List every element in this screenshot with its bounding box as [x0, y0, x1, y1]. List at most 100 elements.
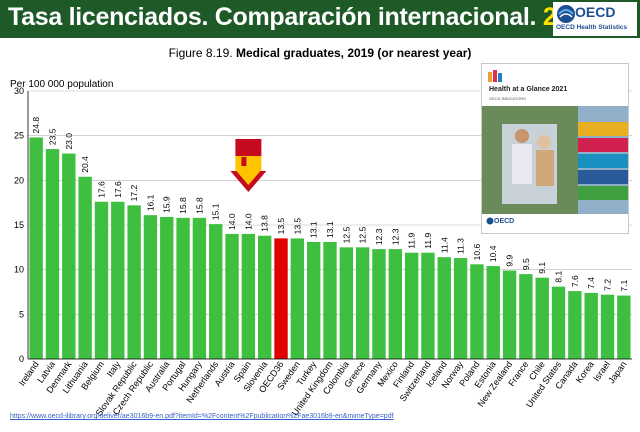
book-cover-title: Health at a Glance 2021 [489, 86, 568, 93]
bar-netherlands [209, 224, 223, 359]
value-label: 14.0 [227, 213, 237, 230]
page-title: Tasa licenciados. Comparación internacio… [8, 3, 598, 32]
value-label: 17.6 [96, 181, 106, 198]
value-label: 12.5 [341, 227, 351, 244]
value-label: 15.8 [178, 197, 188, 214]
bar-korea [584, 292, 598, 359]
value-label: 8.1 [554, 271, 564, 283]
bar-italy [111, 201, 125, 359]
value-label: 13.5 [276, 218, 286, 235]
value-label: 20.4 [80, 156, 90, 173]
value-label: 9.1 [537, 262, 547, 274]
bar-ireland [29, 137, 43, 359]
book-cover-art [482, 70, 628, 225]
y-tick-label: 0 [19, 354, 24, 364]
book-cover-subtitle: OECD INDICATORS [489, 96, 526, 101]
value-label: 17.6 [113, 181, 123, 198]
y-tick-label: 5 [19, 309, 24, 319]
bar-austria [225, 233, 239, 359]
bar-israel [600, 294, 615, 359]
figure-title-text: Medical graduates, 2019 (or nearest year… [235, 46, 472, 60]
figure-title: Figure 8.19. Medical graduates, 2019 (or… [0, 46, 640, 60]
value-label: 23.5 [47, 128, 57, 145]
oecd-logo-text: OECD [575, 4, 616, 20]
flag-stripe-top [235, 139, 262, 156]
y-tick-label: 10 [14, 265, 24, 275]
value-label: 11.9 [407, 233, 417, 249]
value-label: 15.9 [162, 196, 172, 213]
source-link[interactable]: https://www.oecd-ilibrary.org/deliver/ae… [10, 413, 394, 420]
value-label: 7.6 [570, 275, 580, 287]
flag-coat-of-arms [241, 157, 247, 166]
value-label: 12.3 [374, 228, 384, 245]
figure-number: Figure 8.19. [168, 46, 233, 60]
bar-new-zealand [502, 270, 517, 359]
y-tick-label: 15 [14, 220, 24, 230]
bar-chile [535, 277, 549, 359]
value-label: 16.1 [145, 194, 155, 211]
value-label: 13.5 [292, 218, 302, 235]
bar-germany [372, 249, 386, 359]
value-label: 7.4 [586, 277, 596, 289]
bar-lithuania [78, 176, 92, 359]
value-label: 13.1 [325, 221, 335, 238]
bar-slovak-republic [127, 205, 141, 359]
bar-united-states [551, 286, 566, 359]
flag-arrow-inner [236, 171, 261, 185]
bar-norway [453, 258, 468, 359]
header-banner: Tasa licenciados. Comparación internacio… [0, 0, 640, 38]
y-tick-label: 20 [14, 175, 24, 185]
bar-sweden [290, 238, 305, 359]
bar-belgium [94, 201, 109, 359]
value-label: 15.8 [194, 197, 204, 214]
value-label: 9.9 [505, 254, 515, 266]
y-axis-unit-label: Per 100 000 population [10, 79, 114, 90]
value-label: 11.9 [423, 233, 433, 249]
oecd-globe-icon [557, 5, 575, 23]
bar-slovenia [258, 235, 272, 359]
bar-switzerland [421, 252, 435, 359]
bar-colombia [339, 247, 354, 359]
bar-finland [404, 252, 419, 359]
x-tick-label: Japan [606, 359, 628, 385]
value-label: 7.2 [603, 279, 613, 291]
value-label: 15.1 [211, 203, 221, 220]
bar-spain [241, 233, 256, 359]
y-tick-label: 30 [14, 86, 24, 96]
bar-mexico [388, 249, 402, 359]
oecd-logo: OECD OECD Health Statistics [553, 2, 637, 36]
bar-canada [568, 291, 582, 359]
value-label: 12.5 [358, 227, 368, 244]
value-label: 14.0 [243, 213, 253, 230]
bar-latvia [45, 149, 60, 359]
value-label: 17.2 [129, 185, 139, 202]
value-label: 9.5 [521, 258, 531, 270]
bar-estonia [486, 266, 500, 359]
bar-czech-republic [143, 215, 158, 359]
page-title-text: Tasa licenciados. Comparación internacio… [8, 3, 537, 31]
bar-united-kingdom [323, 241, 337, 359]
bar-portugal [176, 217, 190, 359]
value-label: 10.4 [488, 245, 498, 262]
oecd-logo-subtitle: OECD Health Statistics [556, 24, 628, 31]
bar-greece [355, 247, 370, 359]
value-label: 24.8 [31, 117, 41, 134]
bar-france [519, 274, 533, 359]
value-label: 7.1 [619, 279, 629, 291]
x-tick-label: Korea [574, 359, 596, 384]
bar-hungary [192, 217, 207, 359]
bar-australia [160, 216, 174, 359]
value-label: 23.0 [64, 133, 74, 150]
value-label: 11.3 [456, 238, 466, 254]
value-label: 13.8 [260, 215, 270, 232]
value-label: 11.4 [439, 237, 449, 253]
bar-turkey [306, 241, 321, 359]
value-label: 13.1 [309, 221, 319, 238]
y-tick-label: 25 [14, 131, 24, 141]
bar-iceland [437, 257, 451, 359]
bar-oecd36 [274, 238, 288, 359]
bar-poland [470, 264, 484, 359]
value-label: 10.6 [472, 243, 482, 260]
book-cover: Health at a Glance 2021 OECD INDICATORS … [481, 63, 629, 234]
